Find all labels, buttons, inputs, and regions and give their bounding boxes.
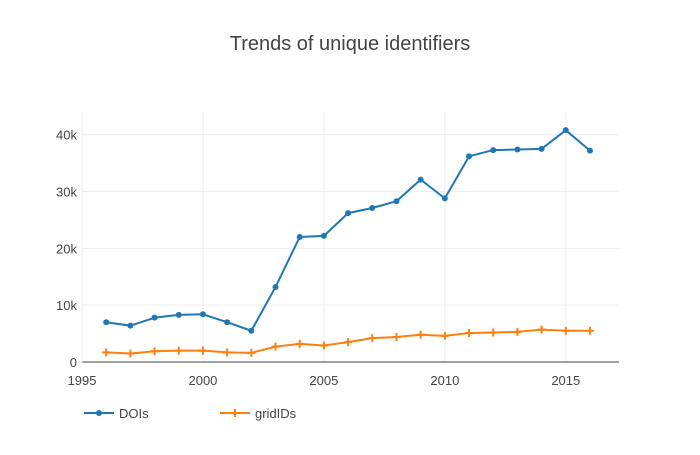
data-point — [174, 346, 183, 355]
data-point — [466, 153, 473, 160]
data-point — [198, 346, 207, 355]
legend-label: DOIs — [119, 406, 149, 421]
data-point — [537, 325, 546, 334]
y-tick-label: 0 — [70, 355, 77, 370]
data-point — [465, 329, 474, 338]
data-point — [514, 146, 521, 153]
data-point — [345, 210, 352, 217]
legend-marker — [231, 409, 239, 417]
data-point — [538, 145, 545, 152]
data-point — [586, 147, 593, 154]
data-point — [392, 333, 401, 341]
data-point — [271, 342, 280, 351]
axis-layer: 0 10k 20k 30k 40k 1995 2000 2005 2010 2015 — [56, 112, 619, 388]
data-point — [417, 176, 424, 183]
data-point — [223, 348, 232, 357]
data-point — [247, 348, 256, 357]
data-point — [224, 319, 231, 326]
data-point — [489, 328, 498, 337]
data-point — [150, 347, 159, 356]
data-point — [369, 205, 376, 212]
data-point — [368, 334, 377, 343]
data-point — [344, 338, 353, 347]
data-point — [103, 319, 110, 326]
data-point — [416, 330, 425, 339]
data-point — [393, 198, 400, 205]
data-point — [585, 326, 594, 335]
x-tick-label: 2015 — [551, 373, 580, 388]
data-point — [295, 339, 304, 348]
chart-title: Trends of unique identifiers — [230, 33, 471, 55]
data-point — [319, 341, 328, 350]
legend-marker — [96, 410, 102, 416]
series-line — [106, 129, 591, 332]
series-layer — [102, 127, 594, 358]
x-tick-label: 2005 — [309, 373, 338, 388]
data-point — [441, 195, 448, 202]
y-tick-label: 30k — [56, 185, 77, 200]
data-point — [248, 327, 255, 334]
data-point — [562, 127, 569, 134]
data-point — [199, 311, 206, 318]
y-tick-label: 20k — [56, 241, 77, 256]
data-point — [151, 314, 158, 321]
x-tick-label: 1995 — [68, 373, 97, 388]
data-point — [490, 147, 497, 154]
series-DOIs — [103, 127, 593, 334]
x-tick-label: 2010 — [430, 373, 459, 388]
data-point — [440, 331, 449, 340]
legend-item-gridIDs[interactable]: gridIDs — [220, 406, 297, 421]
series-gridIDs — [102, 325, 594, 358]
data-point — [127, 322, 134, 329]
y-tick-label: 10k — [56, 298, 77, 313]
legend[interactable]: DOIs gridIDs — [84, 406, 297, 421]
legend-label: gridIDs — [255, 406, 297, 421]
data-point — [175, 311, 182, 318]
data-point — [272, 284, 279, 290]
data-point — [126, 349, 135, 358]
data-point — [320, 232, 327, 239]
x-tick-label: 2000 — [188, 373, 217, 388]
data-point — [561, 326, 570, 335]
data-point — [296, 234, 303, 240]
legend-item-DOIs[interactable]: DOIs — [84, 406, 149, 421]
data-point — [513, 327, 522, 336]
data-point — [102, 348, 111, 357]
y-tick-label: 40k — [56, 128, 77, 143]
